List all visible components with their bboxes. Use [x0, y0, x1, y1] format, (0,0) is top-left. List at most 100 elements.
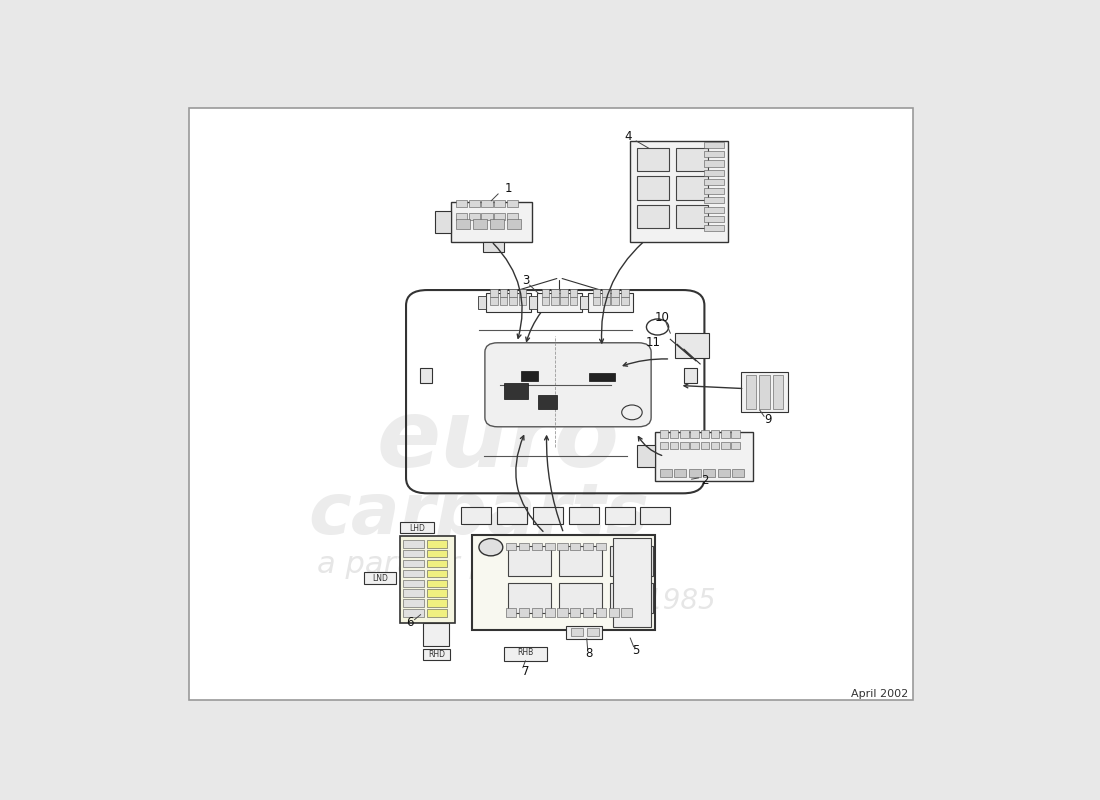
Bar [637, 148, 669, 171]
Bar [509, 298, 517, 305]
Bar [551, 290, 559, 297]
Bar [704, 170, 725, 176]
Bar [469, 200, 480, 207]
Bar [675, 176, 708, 200]
Bar [602, 290, 609, 297]
Text: 9: 9 [764, 413, 772, 426]
Bar [403, 550, 424, 558]
Bar [486, 293, 530, 311]
Bar [732, 442, 740, 449]
Bar [427, 599, 448, 606]
Bar [704, 206, 725, 213]
Bar [427, 590, 448, 597]
Bar [596, 608, 606, 617]
Bar [704, 179, 725, 185]
Bar [588, 293, 632, 311]
Bar [637, 176, 669, 200]
Bar [531, 608, 542, 617]
Bar [684, 368, 696, 383]
Bar [420, 368, 432, 383]
Bar [674, 469, 686, 478]
Bar [427, 609, 448, 617]
Bar [482, 213, 493, 221]
Bar [773, 374, 783, 409]
Bar [560, 290, 568, 297]
Bar [538, 395, 557, 409]
Bar [490, 219, 504, 229]
Circle shape [478, 538, 503, 556]
Bar [499, 290, 507, 297]
Bar [403, 560, 424, 567]
Bar [675, 148, 708, 171]
Bar [491, 290, 498, 297]
Bar [424, 649, 450, 660]
Bar [704, 216, 725, 222]
Bar [704, 198, 725, 203]
Bar [590, 373, 615, 382]
Bar [499, 298, 507, 305]
Bar [451, 202, 531, 242]
Bar [529, 296, 537, 309]
Bar [689, 469, 701, 478]
FancyBboxPatch shape [485, 342, 651, 426]
Bar [399, 537, 455, 622]
Bar [403, 570, 424, 577]
Bar [583, 608, 593, 617]
Bar [491, 298, 498, 305]
Bar [534, 507, 563, 524]
Bar [759, 374, 770, 409]
Bar [544, 543, 554, 550]
Text: 10: 10 [654, 311, 669, 324]
Bar [703, 469, 715, 478]
Bar [593, 298, 601, 305]
Bar [733, 469, 744, 478]
Text: LND: LND [372, 574, 388, 583]
Bar [482, 200, 493, 207]
Bar [521, 371, 538, 382]
Bar [508, 582, 550, 614]
Bar [637, 205, 669, 228]
Bar [507, 219, 520, 229]
Bar [704, 160, 725, 166]
Bar [612, 290, 619, 297]
Text: euro: euro [376, 395, 619, 487]
Bar [680, 442, 689, 449]
Bar [518, 298, 526, 305]
Bar [436, 211, 451, 234]
Bar [537, 293, 582, 311]
Bar [570, 543, 581, 550]
Bar [620, 298, 628, 305]
Bar [569, 507, 598, 524]
Bar [701, 442, 710, 449]
Text: 3: 3 [521, 274, 529, 287]
Bar [580, 296, 588, 309]
Bar [551, 298, 559, 305]
Bar [602, 298, 609, 305]
Text: 11: 11 [646, 336, 661, 349]
Bar [704, 151, 725, 158]
Bar [675, 205, 708, 228]
Bar [586, 628, 598, 636]
Bar [403, 579, 424, 587]
Bar [711, 442, 719, 449]
Text: carparts: carparts [308, 480, 649, 550]
Bar [544, 608, 554, 617]
Bar [504, 383, 528, 398]
Bar [593, 290, 601, 297]
Bar [660, 442, 668, 449]
Bar [637, 446, 656, 467]
Bar [403, 540, 424, 547]
Bar [570, 290, 578, 297]
Bar [403, 599, 424, 606]
Bar [497, 507, 527, 524]
Bar [424, 622, 449, 646]
Bar [477, 296, 486, 309]
Bar [732, 430, 740, 438]
Bar [720, 442, 729, 449]
Bar [559, 582, 602, 614]
Bar [640, 507, 670, 524]
Text: a part for parts: a part for parts [317, 550, 548, 578]
Bar [541, 298, 549, 305]
Bar [610, 546, 652, 577]
Bar [509, 290, 517, 297]
